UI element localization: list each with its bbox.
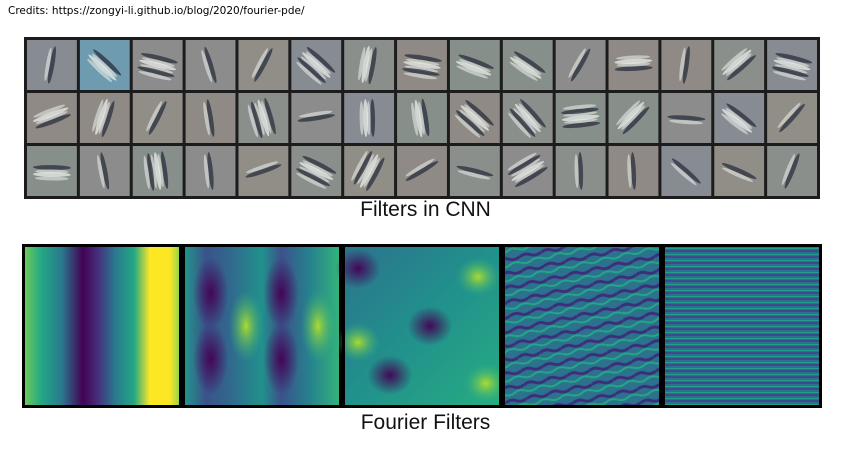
cnn-caption: Filters in CNN xyxy=(360,198,491,221)
cnn-filter-tile xyxy=(27,146,77,196)
cnn-filter-tile xyxy=(714,40,765,90)
cnn-filter-tile xyxy=(27,93,77,143)
cnn-filter-tile xyxy=(661,146,712,196)
fourier-filter-panel xyxy=(22,244,182,408)
fourier-filter-panel xyxy=(182,244,342,408)
cnn-filter-tile xyxy=(502,40,553,90)
cnn-filter-tile xyxy=(291,146,342,196)
cnn-filter-tile xyxy=(608,146,659,196)
cnn-filter-tile xyxy=(79,40,130,90)
cnn-filter-tile xyxy=(502,93,553,143)
cnn-filter-tile xyxy=(79,146,130,196)
cnn-filter-tile xyxy=(397,93,447,143)
cnn-filter-tile xyxy=(291,93,342,143)
cnn-filter-tile xyxy=(502,146,553,196)
cnn-filter-tile xyxy=(132,40,183,90)
fourier-filter-row xyxy=(22,244,822,408)
cnn-filter-tile xyxy=(185,93,236,143)
cnn-filter-grid xyxy=(24,37,820,199)
cnn-filter-tile xyxy=(79,93,130,143)
fourier-filter-panel xyxy=(662,244,822,408)
fourier-filter-panel xyxy=(502,244,662,408)
cnn-filter-tile xyxy=(608,40,659,90)
fourier-filter-panel xyxy=(335,244,509,408)
cnn-filter-tile xyxy=(555,146,606,196)
cnn-filter-tile xyxy=(185,146,236,196)
cnn-filter-tile xyxy=(714,93,765,143)
cnn-filter-tile xyxy=(767,40,817,90)
cnn-filter-tile xyxy=(397,146,447,196)
cnn-filter-tile xyxy=(238,93,289,143)
cnn-filter-tile xyxy=(185,40,236,90)
cnn-filter-tile xyxy=(661,93,712,143)
cnn-filter-tile xyxy=(291,40,342,90)
cnn-filter-tile xyxy=(238,40,289,90)
credits-text: Credits: https://zongyi-li.github.io/blo… xyxy=(8,5,305,17)
cnn-filter-tile xyxy=(449,93,500,143)
cnn-filter-tile xyxy=(132,146,183,196)
cnn-filter-tile xyxy=(449,146,500,196)
cnn-filter-tile xyxy=(344,93,395,143)
cnn-filter-tile xyxy=(397,40,447,90)
cnn-filter-tile xyxy=(344,40,395,90)
cnn-filter-tile xyxy=(344,146,395,196)
cnn-filter-tile xyxy=(714,146,765,196)
cnn-filter-tile xyxy=(555,40,606,90)
cnn-filter-tile xyxy=(449,40,500,90)
cnn-filter-tile xyxy=(555,93,606,143)
cnn-filter-tile xyxy=(661,40,712,90)
cnn-filter-tile xyxy=(238,146,289,196)
cnn-filter-tile xyxy=(132,93,183,143)
cnn-filter-tile xyxy=(608,93,659,143)
fourier-caption: Fourier Filters xyxy=(360,411,491,434)
cnn-filter-tile xyxy=(767,146,817,196)
cnn-filter-tile xyxy=(767,93,817,143)
cnn-filter-tile xyxy=(27,40,77,90)
